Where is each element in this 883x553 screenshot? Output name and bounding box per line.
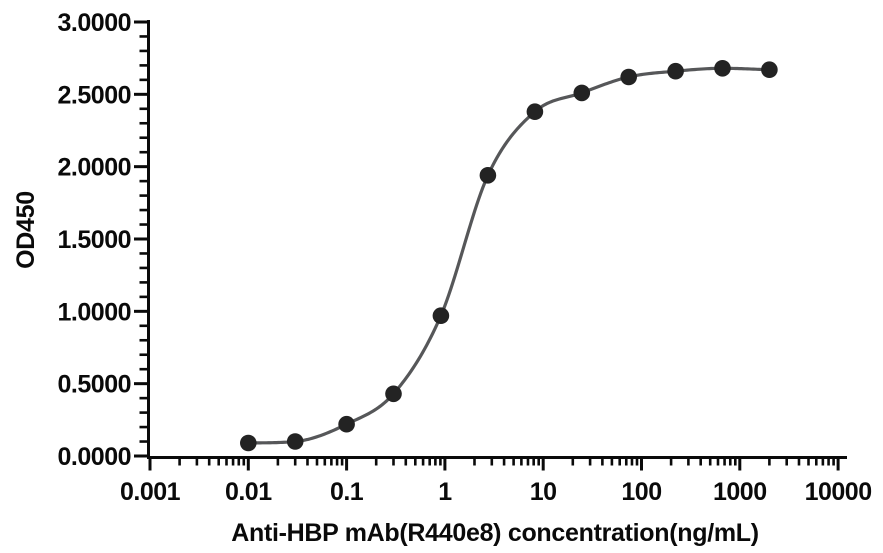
x-tick-label: 0.001 (120, 478, 181, 506)
y-tick-label: 1.5000 (58, 226, 131, 254)
data-point (479, 167, 497, 184)
data-point (667, 62, 684, 80)
x-axis-title: Anti-HBP mAb(R440e8) concentration(ng/mL… (231, 519, 759, 547)
x-tick-label: 0.1 (330, 478, 364, 506)
y-tick-label: 2.5000 (58, 81, 131, 109)
y-axis-title: OD450 (12, 191, 40, 269)
y-tick-label: 3.0000 (58, 9, 131, 37)
data-point (286, 433, 304, 450)
data-point (338, 415, 355, 433)
data-point (761, 61, 778, 78)
x-tick-label: 10000 (805, 478, 872, 506)
x-tick-label: 1 (438, 478, 452, 506)
x-tick-label: 1000 (713, 478, 767, 506)
y-tick-label: 0.5000 (58, 371, 131, 399)
y-tick-label: 0.0000 (58, 443, 131, 471)
y-tick-label: 1.0000 (58, 298, 131, 326)
data-point (620, 68, 637, 86)
data-point (240, 434, 257, 452)
x-tick-label: 10 (530, 478, 557, 506)
data-point (526, 103, 544, 120)
data-point (573, 84, 591, 102)
y-tick-label: 2.0000 (58, 154, 131, 182)
data-point (714, 60, 731, 77)
data-point (432, 307, 450, 325)
fit-curve (246, 66, 771, 445)
x-tick-label: 0.01 (225, 478, 272, 506)
plot-area: 0.0000 0.5000 1.0000 1.5000 2.0000 2.5000 3.00… (58, 9, 873, 506)
x-tick-label: 100 (621, 478, 661, 506)
data-point (385, 385, 402, 403)
